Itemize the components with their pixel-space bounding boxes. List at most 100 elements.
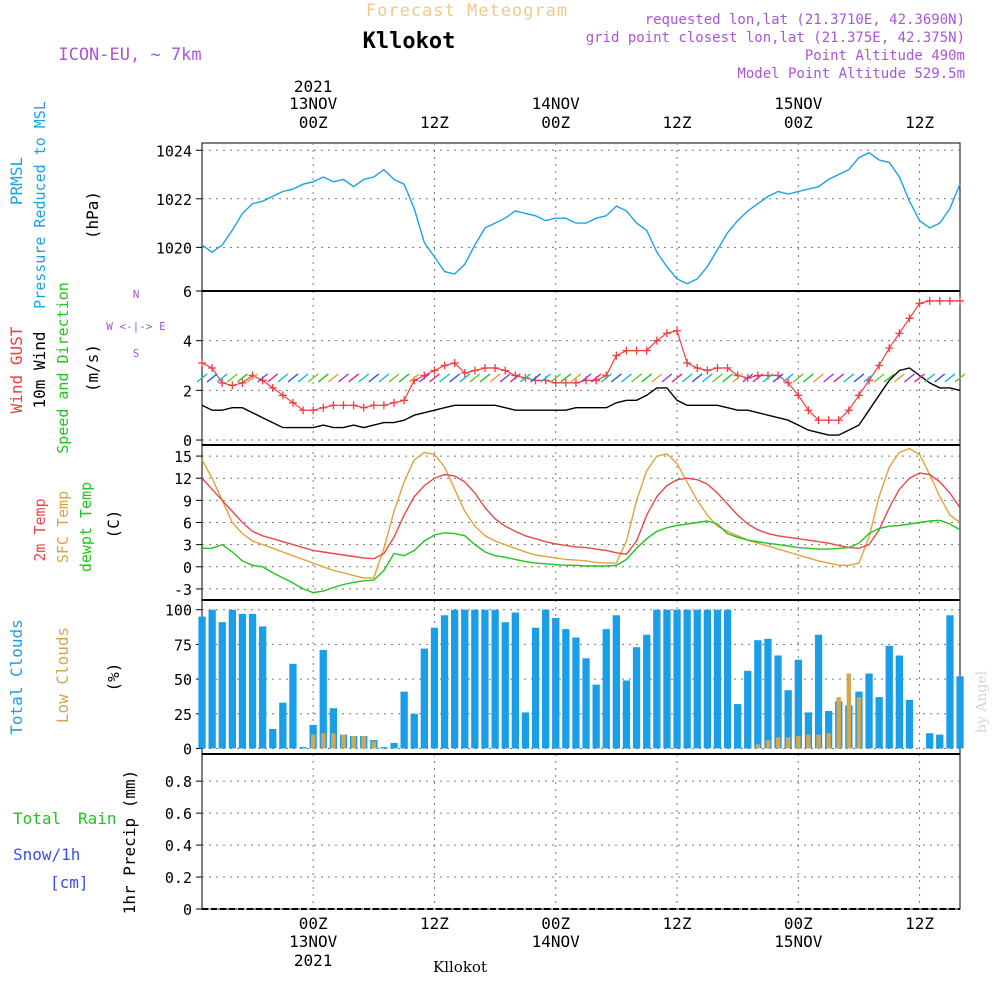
wind-gust-marker <box>440 361 449 370</box>
wind-direction-arrow <box>519 373 531 383</box>
y-tick-label: 4 <box>183 333 192 351</box>
wind-direction-arrow <box>236 373 248 383</box>
total-clouds-bar <box>723 609 732 749</box>
y-tick-label: 0 <box>183 559 192 577</box>
y-tick-label: 1022 <box>156 191 192 209</box>
wind-direction-arrow <box>661 373 673 383</box>
total-clouds-bar <box>663 609 671 749</box>
total-clouds-bar <box>703 609 711 749</box>
total-clouds-bar <box>380 747 388 749</box>
total-clouds-bar <box>228 609 236 749</box>
wind-direction-arrow <box>499 373 511 383</box>
wind-direction-arrow <box>893 373 905 383</box>
dewpt-temp-label: dewpt Temp <box>77 482 95 572</box>
y-tick-label: -3 <box>174 581 192 599</box>
pressure-line <box>201 151 961 285</box>
wind-direction-arrow <box>327 373 339 383</box>
panel-frame-wind <box>201 290 961 446</box>
total-clouds-bar <box>491 609 499 749</box>
total-clouds-bar <box>552 618 560 749</box>
wind-gust-marker <box>480 364 489 372</box>
pressure-label-prmsl: PRMSL <box>7 157 26 205</box>
wind-gust-marker <box>561 378 570 387</box>
wind-direction-arrow <box>712 373 723 383</box>
total-clouds-bar <box>319 649 327 749</box>
wind-gust-marker <box>834 416 843 425</box>
total-clouds-bar <box>885 645 893 749</box>
wind-direction-arrow <box>378 373 390 383</box>
wind-gust-line <box>201 300 960 421</box>
total-clouds-bar <box>279 702 287 749</box>
y-tick-label: 0.8 <box>165 773 192 791</box>
wind-gust-marker <box>824 416 833 425</box>
wind-direction-arrow <box>651 373 663 383</box>
y-tick-label: 6 <box>183 515 192 533</box>
total-clouds-bar <box>198 616 206 749</box>
total-clouds-bar <box>521 712 530 749</box>
total-clouds-bar <box>208 609 216 749</box>
y-tick-label: 50 <box>174 671 192 689</box>
total-clouds-bar <box>299 747 307 749</box>
top-year-label: 2021 <box>294 77 333 96</box>
low-clouds-bar <box>796 736 801 749</box>
total-clouds-bar <box>946 615 954 749</box>
wind-gust-marker <box>723 364 732 372</box>
wind-direction-arrow <box>449 373 461 383</box>
wind-direction-arrow <box>671 373 683 383</box>
wind-gust-marker <box>713 364 722 372</box>
wind-direction-arrow <box>247 373 258 383</box>
y-tick-label: 0.6 <box>165 805 192 823</box>
wind-direction-arrow <box>813 373 824 383</box>
bottom-day-label: 13NOV <box>289 932 338 951</box>
total-clouds-bar <box>895 655 903 749</box>
wind-gust-marker <box>693 364 702 372</box>
wind-gust-label: Wind GUST <box>7 326 26 413</box>
grid-point-coords: grid point closest lon,lat (21.375E, 42.… <box>586 30 965 46</box>
total-clouds-bar <box>218 622 226 749</box>
wind-direction-arrow <box>297 373 309 383</box>
wind-gust-marker <box>491 364 500 372</box>
compass-north: N <box>133 288 140 301</box>
wind-gust-marker <box>339 401 348 410</box>
wind-direction-arrow <box>833 373 845 383</box>
wind-direction-arrow <box>610 373 622 383</box>
total-clouds-bar <box>248 613 257 749</box>
total-clouds-bar <box>451 609 459 749</box>
wind-direction-arrow <box>469 373 481 383</box>
temp-2m-line <box>201 472 961 560</box>
wind-10m-line <box>201 367 961 436</box>
bottom-hour-label: 00Z <box>541 914 570 933</box>
wind-direction-arrow <box>358 373 370 383</box>
total-clouds-bar <box>673 609 681 749</box>
wind-gust-marker <box>905 314 914 323</box>
low-clouds-bar <box>775 737 781 749</box>
low-clouds-bar <box>755 744 761 749</box>
wind-direction-arrow <box>802 373 814 383</box>
wind-direction-arrow <box>853 373 865 383</box>
wind-direction-arrow <box>408 373 420 383</box>
y-tick-label: 0.4 <box>165 837 192 855</box>
wind-direction-arrow <box>418 373 430 383</box>
wind-gust-marker <box>662 329 671 338</box>
y-tick-label: 6 <box>183 283 192 301</box>
wind-direction-arrow <box>216 373 228 383</box>
wind-gust-marker <box>450 359 459 368</box>
wind-gust-marker <box>218 378 227 387</box>
total-clouds-bar <box>825 711 833 749</box>
wind-direction-arrow <box>368 373 380 383</box>
y-tick-label: 15 <box>174 448 192 466</box>
total-clouds-bar <box>289 663 297 749</box>
total-clouds-bar <box>612 615 620 749</box>
wind-gust-marker <box>915 299 924 308</box>
point-altitude: Point Altitude 490m <box>805 48 965 64</box>
total-clouds-bar <box>764 638 772 749</box>
wind-gust-marker <box>844 406 853 415</box>
wind-gust-marker <box>784 378 793 387</box>
wind-10m-label: 10m Wind <box>30 331 49 408</box>
top-hour-label: 12Z <box>420 113 449 132</box>
total-clouds-bar <box>804 712 813 749</box>
wind-gust-marker <box>349 401 358 410</box>
panel-frame-precip <box>201 753 961 910</box>
wind-gust-marker <box>935 296 944 305</box>
